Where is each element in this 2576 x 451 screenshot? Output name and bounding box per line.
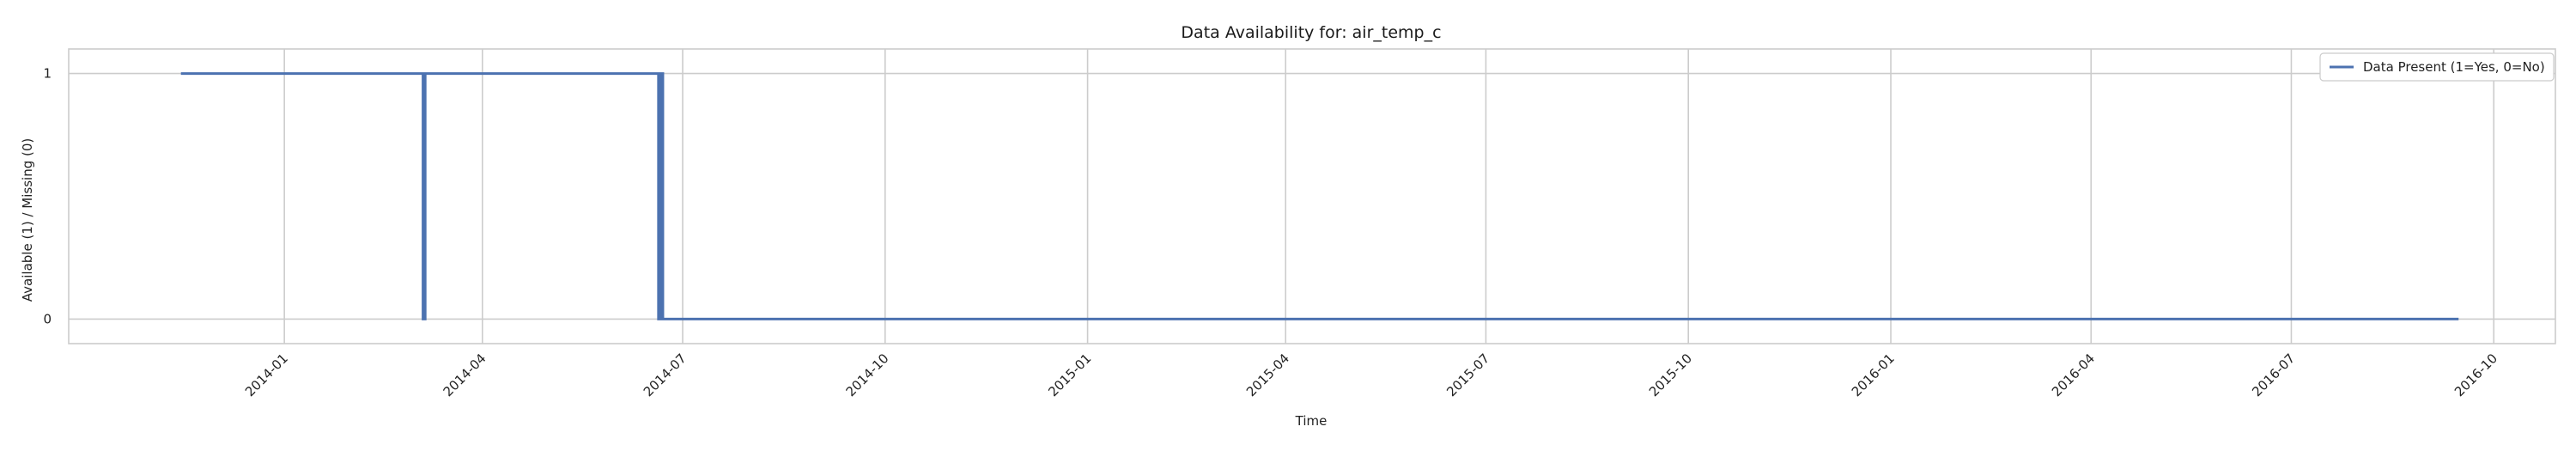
x-tick-label: 2014-04 (440, 350, 489, 399)
x-tick-label: 2016-10 (2451, 350, 2500, 399)
tick-labels: 2014-01 2014-04 2014-07 2014-10 2015-01 2015-… (43, 66, 2500, 400)
x-tick-label: 2014-01 (242, 350, 291, 399)
plot-frame (68, 48, 2556, 344)
x-tick-label: 2014-07 (641, 350, 690, 399)
x-tick-label: 2015-01 (1045, 350, 1094, 399)
y-tick-label: 0 (43, 311, 52, 326)
grid (69, 49, 2555, 344)
x-tick-label: 2016-07 (2249, 350, 2298, 399)
x-tick-label: 2016-04 (2049, 350, 2098, 399)
x-tick-label: 2016-01 (1849, 350, 1898, 399)
x-axis-label: Time (1295, 413, 1327, 429)
y-axis-label: Available (1) / Missing (0) (20, 138, 35, 302)
legend-box (2319, 52, 2555, 82)
x-tick-label: 2014-10 (843, 350, 892, 399)
legend: Data Present (1=Yes, 0=No) (2319, 52, 2555, 82)
legend-label: Data Present (1=Yes, 0=No) (2363, 59, 2545, 75)
y-tick-label: 1 (43, 66, 52, 82)
x-tick-label: 2015-07 (1443, 350, 1492, 399)
x-tick-label: 2015-10 (1646, 350, 1695, 399)
chart-title: Data Availability for: air_temp_c (1181, 23, 1441, 42)
x-tick-label: 2015-04 (1243, 350, 1292, 399)
series-line-0 (180, 72, 2459, 320)
series-layer (180, 72, 2459, 320)
